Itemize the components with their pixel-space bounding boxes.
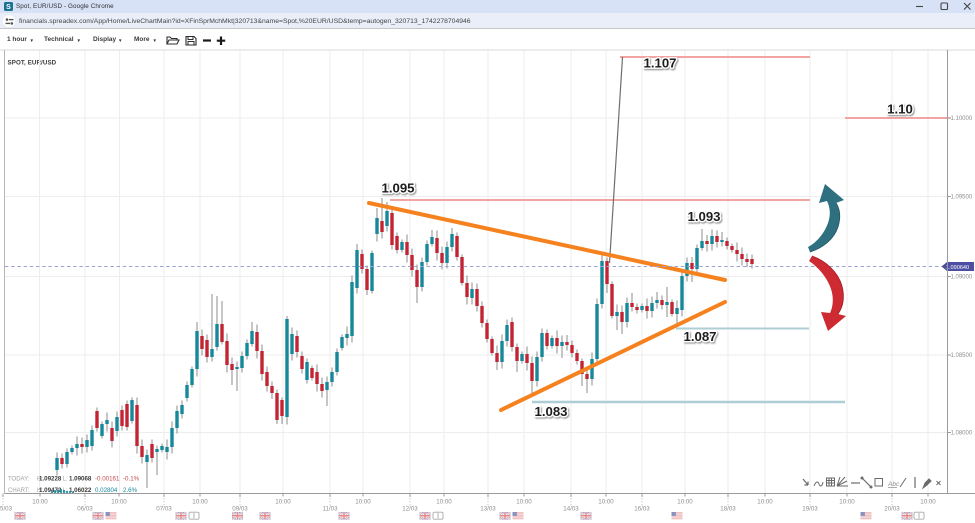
svg-text:14/03: 14/03: [563, 506, 579, 513]
svg-text:11/03: 11/03: [322, 506, 338, 513]
svg-text:1.095: 1.095: [381, 180, 414, 195]
svg-text:1.10000: 1.10000: [951, 116, 973, 122]
svg-text:S: S: [6, 4, 11, 11]
svg-text:1.10: 1.10: [887, 101, 913, 116]
svg-text:16/03: 16/03: [634, 506, 650, 513]
svg-text:-0.1%: -0.1%: [123, 476, 140, 483]
svg-text:0.02804: 0.02804: [95, 487, 118, 494]
svg-text:1.09228: 1.09228: [39, 476, 62, 483]
svg-text:10:00: 10:00: [275, 499, 291, 506]
svg-text:10:00: 10:00: [757, 499, 773, 506]
svg-text:09/03: 09/03: [232, 506, 248, 513]
svg-text:-0.00161: -0.00161: [95, 476, 120, 483]
svg-text:07/03: 07/03: [156, 506, 172, 513]
svg-text:10:00: 10:00: [920, 499, 936, 506]
svg-text:10:00: 10:00: [355, 499, 371, 506]
svg-text:1.08000: 1.08000: [951, 431, 973, 437]
svg-text:1.09000: 1.09000: [951, 275, 973, 281]
svg-text:2.6%: 2.6%: [123, 487, 138, 494]
svg-text:10:00: 10:00: [32, 499, 48, 506]
svg-text:10:00: 10:00: [436, 499, 452, 506]
svg-text:1.087: 1.087: [683, 329, 716, 344]
svg-text:1.06022: 1.06022: [69, 487, 92, 494]
svg-text:L:: L:: [63, 488, 68, 494]
svg-text:10:00: 10:00: [516, 499, 532, 506]
svg-text:5/03: 5/03: [0, 506, 13, 513]
svg-text:H:: H:: [37, 488, 43, 494]
svg-text:10:00: 10:00: [839, 499, 855, 506]
svg-text:TODAY:: TODAY:: [8, 477, 30, 483]
svg-text:H:: H:: [37, 477, 43, 483]
svg-text:18/03: 18/03: [720, 506, 736, 513]
svg-text:1.08500: 1.08500: [951, 353, 973, 359]
svg-text:SPOT, EUR/USD: SPOT, EUR/USD: [8, 60, 57, 67]
svg-text:1.09068: 1.09068: [69, 476, 92, 483]
svg-text:1.083: 1.083: [534, 404, 567, 419]
svg-text:10:00: 10:00: [598, 499, 614, 506]
svg-text:CHART:: CHART:: [8, 488, 30, 494]
svg-text:06/03: 06/03: [77, 506, 93, 513]
svg-text:1.093: 1.093: [687, 209, 720, 224]
svg-text:Abc: Abc: [887, 481, 900, 488]
svg-text:10:00: 10:00: [677, 499, 693, 506]
svg-text:13/03: 13/03: [480, 506, 496, 513]
svg-text:1.09472: 1.09472: [39, 487, 62, 494]
svg-text:12/03: 12/03: [402, 506, 418, 513]
svg-text:1.107: 1.107: [643, 55, 676, 70]
svg-text:L:: L:: [63, 477, 68, 483]
svg-text:1.09500: 1.09500: [951, 195, 973, 201]
svg-text:10:00: 10:00: [111, 499, 127, 506]
svg-text:1.090640: 1.090640: [946, 265, 969, 271]
svg-text:20/03: 20/03: [884, 506, 900, 513]
svg-text:19/03: 19/03: [802, 506, 818, 513]
svg-text:10:00: 10:00: [192, 499, 208, 506]
